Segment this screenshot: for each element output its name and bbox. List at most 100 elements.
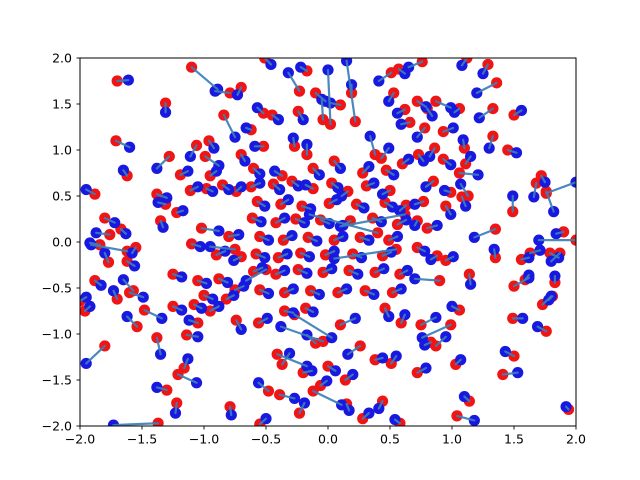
pair-segment — [204, 155, 220, 167]
pair-segment — [272, 182, 281, 191]
pair-segment — [416, 246, 426, 253]
pair-segment — [157, 201, 167, 206]
pair-segment — [416, 366, 428, 374]
x-tick-label: 1.0 — [442, 432, 462, 447]
pair-segment — [355, 203, 366, 210]
pair-segment — [453, 107, 461, 114]
pair-segment — [397, 67, 406, 75]
pair-segment — [398, 204, 408, 212]
y-tick-label: 1.0 — [52, 142, 72, 157]
pair-segment — [251, 216, 263, 223]
pair-segment — [305, 333, 317, 345]
pair-segment — [90, 243, 129, 253]
pair-segment — [143, 308, 163, 320]
pair-segment — [175, 209, 185, 214]
pair-segment — [304, 183, 315, 190]
pair-segment — [443, 189, 452, 194]
pair-segment — [189, 185, 199, 192]
pair-segment — [381, 251, 393, 257]
pair-segment — [545, 181, 576, 195]
pair-segment — [520, 256, 530, 261]
y-tick-label: 0.5 — [52, 188, 72, 203]
pair-segment — [391, 287, 403, 294]
pair-segment — [250, 182, 261, 188]
pair-segment — [307, 236, 318, 243]
pair-segment — [159, 219, 165, 229]
pair-segment — [442, 158, 452, 166]
x-axis: −2.0 −1.5 −1.0 −0.5 0.0 0.5 1.0 1.5 2.0 — [65, 426, 586, 447]
pair-segment — [328, 198, 338, 205]
pair-segment — [426, 224, 439, 230]
pair-segment — [293, 313, 333, 339]
y-tick-label: −1.0 — [42, 326, 72, 341]
pair-segment — [155, 336, 162, 356]
pair-segment — [222, 113, 237, 139]
pair-segment — [421, 323, 452, 339]
pair-segment — [257, 381, 270, 393]
pair-segment — [299, 66, 309, 72]
pair-segment — [254, 252, 266, 259]
pair-segment — [126, 260, 136, 268]
pair-segment — [263, 58, 273, 66]
pair-segment — [189, 144, 198, 158]
x-tick-label: 0.0 — [318, 432, 338, 447]
pair-segment — [235, 185, 243, 193]
x-tick-label: −0.5 — [251, 432, 281, 447]
x-tick-label: −1.5 — [127, 432, 157, 447]
pair-segment — [179, 170, 189, 176]
pair-segment — [346, 344, 362, 356]
pair-segment — [279, 325, 325, 343]
pair-segment — [256, 106, 265, 115]
y-tick-label: −2.0 — [42, 418, 72, 433]
pair-segment — [128, 291, 145, 299]
pair-segment — [359, 236, 371, 242]
pair-segment — [233, 285, 245, 291]
y-tick-label: 1.5 — [52, 96, 72, 111]
pair-segment — [545, 190, 555, 213]
pair-segment — [417, 153, 425, 163]
pair-segment — [383, 201, 394, 209]
pair-segment — [209, 305, 220, 313]
pair-segment — [103, 216, 116, 224]
pair-segment — [506, 148, 518, 154]
pair-segment — [319, 379, 328, 387]
x-tick-label: 1.5 — [504, 432, 524, 447]
pair-segment — [428, 147, 436, 158]
pair-segment — [493, 248, 497, 259]
pair-segment — [564, 405, 570, 411]
pair-segment — [277, 252, 289, 259]
pair-segment — [468, 273, 472, 286]
y-tick-label: −0.5 — [42, 280, 72, 295]
pair-segment — [401, 158, 410, 165]
pair-segment — [460, 58, 468, 67]
pair-segment — [122, 278, 135, 292]
pair-segment — [274, 269, 286, 276]
pair-segment — [314, 91, 327, 103]
pair-segment — [304, 307, 315, 314]
pair-segment — [258, 288, 270, 295]
pair-segment — [536, 325, 548, 333]
pair-segment — [381, 189, 392, 196]
pair-segment — [205, 187, 214, 193]
pair-segment — [209, 245, 237, 251]
pair-segment — [297, 110, 305, 121]
pair-segment — [464, 155, 472, 165]
pair-segment — [192, 303, 203, 310]
pair-segment — [256, 200, 266, 208]
pair-segment — [309, 289, 321, 296]
pair-segment — [377, 400, 384, 410]
pair-segment — [333, 159, 342, 170]
pair-segment — [217, 277, 229, 284]
pair-segment — [426, 107, 434, 118]
pair-segment — [416, 126, 426, 139]
pair-segment — [282, 234, 294, 242]
pair-segment — [257, 317, 269, 325]
pair-segment — [88, 241, 101, 246]
pair-segment — [252, 167, 261, 176]
pair-segment — [190, 66, 219, 91]
pair-segment — [271, 113, 280, 121]
pair-segment — [413, 219, 419, 227]
pair-segment — [279, 198, 290, 206]
pair-segment — [351, 252, 363, 259]
pair-segment — [297, 268, 309, 275]
